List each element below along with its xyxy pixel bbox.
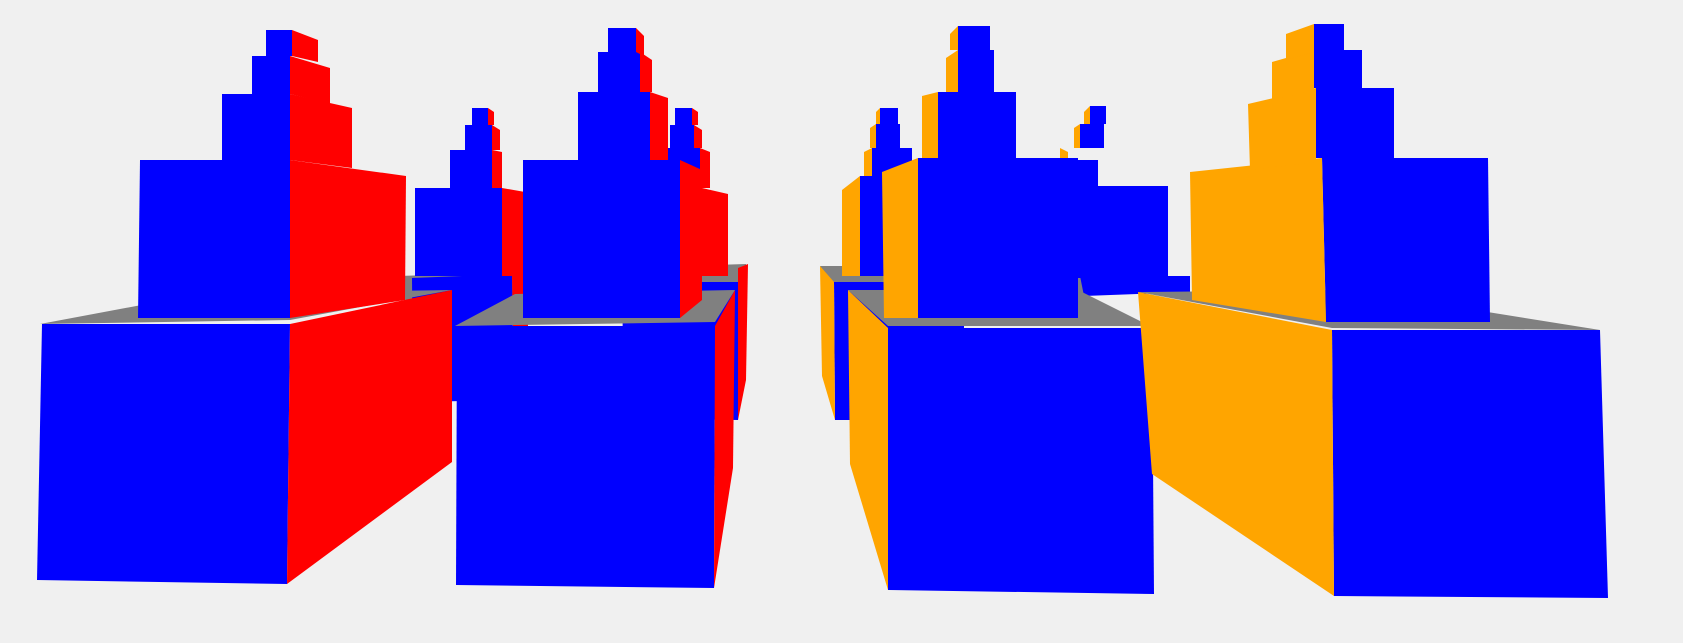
- tower-front-band: [1080, 276, 1190, 296]
- tower-spire-front: [918, 158, 1078, 318]
- tower-spire-tier2: [1316, 88, 1394, 158]
- left-tower-group: [37, 28, 748, 588]
- tower-front-face: [37, 324, 290, 584]
- tower-right-front-1: [848, 26, 1154, 594]
- tower-side-face: [714, 290, 735, 588]
- tower-spire-tip-side: [692, 108, 698, 125]
- tower-front-face: [888, 328, 1154, 594]
- tower-spire-tier2: [450, 150, 492, 188]
- tower-spire-tier3: [1314, 50, 1362, 88]
- tower-spire-tier3: [958, 50, 994, 92]
- tower-spire-side: [290, 160, 406, 318]
- tower-left-front-2: [455, 28, 735, 588]
- tower-spire-side: [702, 188, 728, 276]
- right-tower-group: [820, 24, 1608, 598]
- tower-spire-side: [502, 188, 525, 276]
- tower-spire-front: [1322, 158, 1490, 322]
- tower-spire-side: [842, 176, 860, 276]
- tower-spire-tip-side: [636, 28, 644, 56]
- tower-side-face: [1138, 292, 1334, 596]
- tower-spire-tier2-side: [492, 150, 502, 188]
- tower-spire-tip: [608, 28, 636, 52]
- tower-spire-tip: [1314, 24, 1344, 50]
- tower-spire-tip: [1090, 106, 1106, 124]
- tower-spire-tier3: [670, 125, 694, 148]
- tower-spire-tier2: [222, 94, 290, 160]
- tower-spire-tier2-side: [700, 148, 710, 188]
- tower-spire-tier3-side: [1272, 50, 1314, 100]
- tower-spire-tier2: [578, 92, 650, 160]
- tower-side-face: [738, 264, 748, 420]
- tower-spire-tip-side: [292, 30, 318, 62]
- tower-side-face: [287, 290, 452, 584]
- tower-spire-tier2-side: [922, 92, 938, 158]
- tower-spire-tip-side: [950, 26, 958, 50]
- tower-spire-tier3-side: [694, 125, 702, 148]
- tower-spire-tier2-side: [864, 148, 872, 176]
- tower-spire-tier3-side: [870, 124, 876, 148]
- tower-front-face: [456, 326, 715, 588]
- tower-side-face: [820, 266, 835, 420]
- tower-side-face: [848, 290, 888, 590]
- tower-spire-tier2-side: [290, 94, 352, 168]
- tower-spire-tip: [675, 108, 692, 125]
- tower-spire-tip-side: [1084, 106, 1090, 124]
- tower-spire-tip: [958, 26, 990, 50]
- tower-left-front-1: [37, 30, 452, 584]
- tower-front-face: [1332, 330, 1608, 598]
- tower-spire-front: [415, 188, 502, 276]
- tower-spire-tier3: [252, 56, 290, 94]
- tower-right-front-2: [1138, 24, 1608, 598]
- tower-spire-tier2-side: [1248, 88, 1316, 170]
- tower-spire-side: [680, 160, 702, 318]
- tower-spire-tier2-side: [650, 92, 668, 160]
- tower-spire-tier3: [465, 125, 492, 150]
- tower-spire-tier3: [1080, 124, 1104, 148]
- tower-spire-tip: [472, 108, 488, 125]
- tower-spire-side: [882, 158, 918, 318]
- tower-spire-tier3-side: [640, 52, 652, 92]
- tower-spire-tip-side: [1286, 24, 1314, 60]
- tower-spire-tier2: [938, 92, 1016, 158]
- tower-spire-front: [1060, 186, 1168, 278]
- tower-spire-tip-side: [876, 108, 880, 124]
- tower-right-back-2: [1020, 106, 1190, 296]
- tower-spire-tier3: [876, 124, 900, 148]
- tower-spire-tier3-side: [290, 56, 330, 104]
- tower-spire-tier3: [598, 52, 640, 92]
- tower-spire-tier3-side: [492, 125, 500, 150]
- tower-spire-side: [1190, 158, 1326, 322]
- tower-spire-tip: [266, 30, 292, 56]
- tower-spire-front: [138, 160, 290, 318]
- tower-spire-tip-side: [488, 108, 494, 125]
- tower-spire-front: [523, 160, 680, 318]
- tower-spire-tip: [880, 108, 898, 124]
- tower-spire-tier3-side: [1074, 124, 1080, 148]
- tower-spire-tier3-side: [946, 50, 958, 92]
